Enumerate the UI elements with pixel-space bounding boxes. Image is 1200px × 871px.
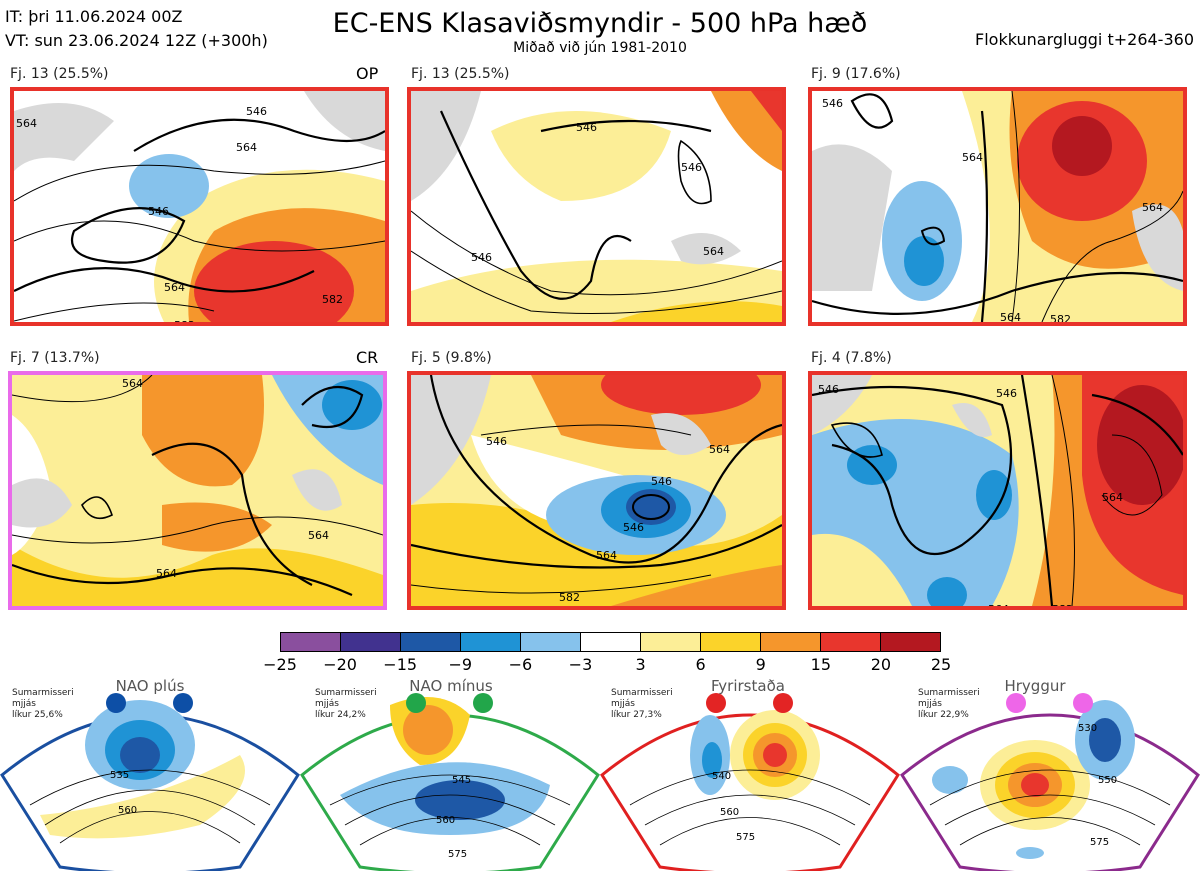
regime-nao-plus: 535 560	[0, 675, 300, 871]
colorbar-swatch	[641, 633, 701, 651]
contour-label: 560	[118, 805, 137, 816]
colorbar-swatch	[461, 633, 521, 651]
colorbar	[280, 632, 941, 652]
classification-window: Flokkunargluggi t+264-360	[975, 30, 1194, 49]
regime-note: Sumarmisseri mjjás líkur 22,9%	[918, 688, 980, 720]
regime-name: NAO plús	[115, 677, 185, 695]
contour-label: 582	[559, 591, 580, 604]
contour-label: 546	[818, 383, 839, 396]
panel-label: Fj. 5 (9.8%)	[411, 350, 492, 366]
colorbar-tick-label: 20	[870, 655, 892, 674]
colorbar-tick-label: −6	[508, 655, 533, 674]
colorbar-swatch	[881, 633, 940, 651]
contour-label: 564	[1102, 491, 1123, 504]
contour-label: 564	[156, 567, 177, 580]
panel-label: Fj. 7 (13.7%)	[10, 350, 100, 366]
colorbar-swatch	[821, 633, 881, 651]
panel-label: Fj. 13 (25.5%)	[411, 66, 510, 82]
page-title: EC-ENS Klasaviðsmyndir - 500 hPa hæð	[332, 8, 868, 39]
colorbar-swatch	[341, 633, 401, 651]
contour-label: 564	[122, 377, 143, 390]
contour-label: 564	[596, 549, 617, 562]
panel-label: Fj. 4 (7.8%)	[811, 350, 892, 366]
colorbar-tick-label: −3	[568, 655, 593, 674]
colorbar-tick-label: −25	[263, 655, 297, 674]
contour-label: 546	[148, 205, 169, 218]
contour-label: 564	[962, 151, 983, 164]
regime-name: NAO mínus	[409, 677, 493, 695]
colorbar-tick-label: −20	[323, 655, 357, 674]
contour-label: 582	[322, 293, 343, 306]
colorbar-tick-label: 15	[810, 655, 831, 674]
regime-blocking: 540 560 575	[600, 675, 900, 871]
page-subtitle: Miðað við jún 1981-2010	[513, 40, 687, 56]
panel-tag-cr: CR	[356, 348, 379, 367]
contour-label: 546	[471, 251, 492, 264]
contour-label: 564	[988, 603, 1009, 606]
contour-label: 564	[1000, 311, 1021, 322]
contour-label: 564	[164, 281, 185, 294]
contour-label: 564	[308, 529, 329, 542]
contour-label: 546	[681, 161, 702, 174]
regime-ridge: 530 550 575	[900, 675, 1200, 871]
panel-label: Fj. 9 (17.6%)	[811, 66, 901, 82]
cluster-map-panel-1: 546 546 564 564 564 582 582	[10, 87, 389, 326]
contour-label: 546	[576, 121, 597, 134]
colorbar-swatch	[401, 633, 461, 651]
contour-label: 546	[623, 521, 644, 534]
contour-label: 582	[237, 605, 258, 606]
cluster-map-panel-6: 546 546 564 564 582	[808, 371, 1187, 610]
contour-label: 530	[1078, 723, 1097, 734]
contour-label: 545	[452, 775, 471, 786]
contour-label: 575	[1090, 837, 1109, 848]
contour-label: 550	[1098, 775, 1117, 786]
contour-label: 575	[736, 832, 755, 843]
contour-label: 540	[712, 771, 731, 782]
contour-label: 564	[1142, 201, 1163, 214]
colorbar-swatch	[701, 633, 761, 651]
contour-label: 564	[709, 443, 730, 456]
cluster-map-panel-5: 546 546 546 564 564 582	[407, 371, 786, 610]
cluster-map-panel-2: 546 546 546 564 582	[407, 87, 786, 326]
regime-note: Sumarmisseri mjjás líkur 27,3%	[611, 688, 673, 720]
colorbar-tick-label: −15	[383, 655, 418, 674]
valid-time: VT: sun 23.06.2024 12Z (+300h)	[5, 31, 268, 50]
colorbar-tick-label: 6	[695, 655, 706, 674]
contour-label: 560	[720, 807, 739, 818]
contour-label: 546	[246, 105, 267, 118]
cluster-map-panel-3: 546 564 564 564 582	[808, 87, 1187, 326]
colorbar-tick-label: 3	[635, 655, 646, 674]
regime-note: Sumarmisseri mjjás líkur 24,2%	[315, 688, 377, 720]
contour-label: 546	[996, 387, 1017, 400]
contour-label: 564	[16, 117, 37, 130]
panel-tag-op: OP	[356, 64, 379, 83]
contour-label: 575	[448, 849, 467, 860]
colorbar-swatch	[761, 633, 821, 651]
regime-name: Hryggur	[1004, 677, 1066, 695]
contour-label: 582	[174, 319, 195, 322]
colorbar-swatch	[281, 633, 341, 651]
regime-note: Sumarmisseri mjjás líkur 25,6%	[12, 688, 74, 720]
colorbar-swatch	[521, 633, 581, 651]
contour-label: 546	[822, 97, 843, 110]
contour-label: 564	[236, 141, 257, 154]
colorbar-swatch	[581, 633, 641, 651]
regime-nao-minus: 545 560 575	[300, 675, 600, 871]
contour-label: 582	[1052, 603, 1073, 606]
run-info: IT: þri 11.06.2024 00Z VT: sun 23.06.202…	[5, 5, 268, 53]
colorbar-tick-label: 9	[755, 655, 766, 674]
contour-label: 564	[703, 245, 724, 258]
contour-label: 582	[1050, 313, 1071, 322]
panel-label: Fj. 13 (25.5%)	[10, 66, 109, 82]
contour-label: 546	[486, 435, 507, 448]
colorbar-tick-label: −9	[448, 655, 473, 674]
cluster-map-panel-4: 564 564 564 582	[8, 371, 387, 610]
contour-label: 535	[110, 770, 129, 781]
contour-label: 560	[436, 815, 455, 826]
regime-name: Fyrirstaða	[711, 677, 785, 695]
initial-time: IT: þri 11.06.2024 00Z	[5, 7, 183, 26]
contour-label: 546	[651, 475, 672, 488]
colorbar-tick-label: 25	[930, 655, 952, 674]
